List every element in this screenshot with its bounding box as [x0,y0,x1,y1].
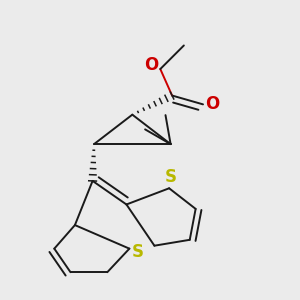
Text: O: O [144,56,158,74]
Text: O: O [205,95,220,113]
Text: S: S [165,168,177,186]
Text: S: S [132,243,144,261]
